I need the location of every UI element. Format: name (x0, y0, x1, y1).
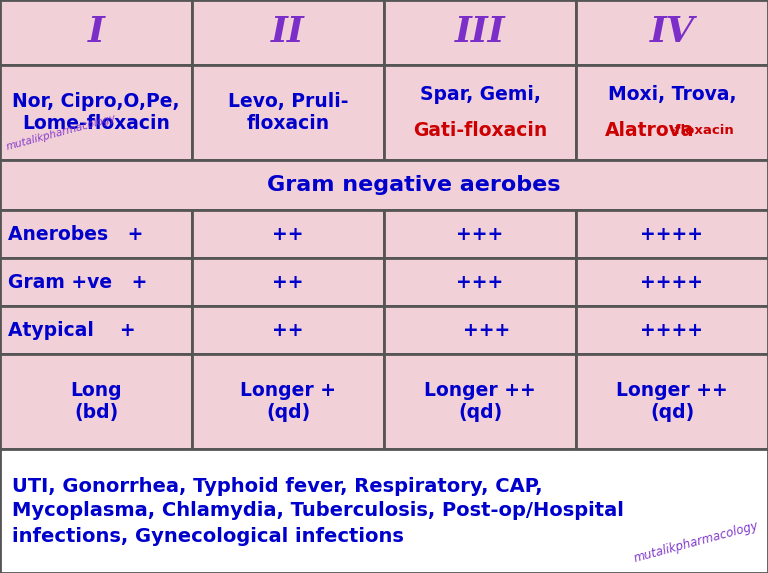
Text: ++: ++ (272, 320, 304, 339)
Bar (384, 210, 576, 258)
Text: ++++: ++++ (641, 225, 703, 244)
Text: Long
(bd): Long (bd) (70, 381, 122, 422)
Text: mutalikpharmacology: mutalikpharmacology (5, 113, 118, 152)
Bar (576, 306, 768, 354)
Text: III: III (455, 15, 505, 49)
Text: Longer ++
(qd): Longer ++ (qd) (424, 381, 536, 422)
Text: Longer ++
(qd): Longer ++ (qd) (616, 381, 728, 422)
Bar (576, 0, 768, 65)
Text: Gram negative aerobes: Gram negative aerobes (267, 175, 561, 195)
Text: Moxi, Trova,: Moxi, Trova, (607, 85, 737, 104)
Bar (0, 0, 192, 65)
Bar (0, 258, 192, 306)
Text: Spar, Gemi,: Spar, Gemi, (419, 85, 541, 104)
Bar (0, 354, 192, 449)
Text: Nor, Cipro,O,Pe,
Lome-floxacin: Nor, Cipro,O,Pe, Lome-floxacin (12, 92, 180, 133)
Text: II: II (271, 15, 305, 49)
Text: +++: +++ (456, 273, 504, 292)
Text: IV: IV (650, 15, 694, 49)
Bar (192, 65, 384, 160)
Bar (384, 354, 576, 449)
Bar (0, 306, 192, 354)
Text: Anerobes   +: Anerobes + (8, 225, 144, 244)
Text: ++: ++ (272, 225, 304, 244)
Bar (576, 65, 768, 160)
Bar (192, 354, 384, 449)
Bar (192, 258, 384, 306)
Bar (576, 210, 768, 258)
Bar (192, 0, 384, 65)
Bar (384, 65, 576, 160)
Text: +++: +++ (450, 320, 510, 339)
Bar (576, 258, 768, 306)
Bar (192, 210, 384, 258)
Bar (192, 306, 384, 354)
Bar (384, 258, 576, 306)
Bar (384, 0, 576, 65)
Text: UTI, Gonorrhea, Typhoid fever, Respiratory, CAP,
Mycoplasma, Chlamydia, Tubercul: UTI, Gonorrhea, Typhoid fever, Respirato… (12, 477, 624, 545)
Text: ++++: ++++ (641, 320, 703, 339)
Bar (0, 210, 192, 258)
Text: Longer +
(qd): Longer + (qd) (240, 381, 336, 422)
Text: +++: +++ (456, 225, 504, 244)
Bar (576, 354, 768, 449)
Text: ++: ++ (272, 273, 304, 292)
Text: Gati-floxacin: Gati-floxacin (413, 121, 547, 140)
Text: Alatrova: Alatrova (605, 121, 695, 140)
Text: -floxacin: -floxacin (670, 124, 734, 137)
Text: ++++: ++++ (641, 273, 703, 292)
Text: I: I (88, 15, 104, 49)
Bar (0, 449, 768, 573)
Text: mutalikpharmacology: mutalikpharmacology (632, 519, 760, 565)
Text: Atypical    +: Atypical + (8, 320, 136, 339)
Bar (0, 160, 768, 210)
Text: Levo, Pruli-
floxacin: Levo, Pruli- floxacin (228, 92, 348, 133)
Bar (384, 306, 576, 354)
Text: Gram +ve   +: Gram +ve + (8, 273, 147, 292)
Bar (0, 65, 192, 160)
